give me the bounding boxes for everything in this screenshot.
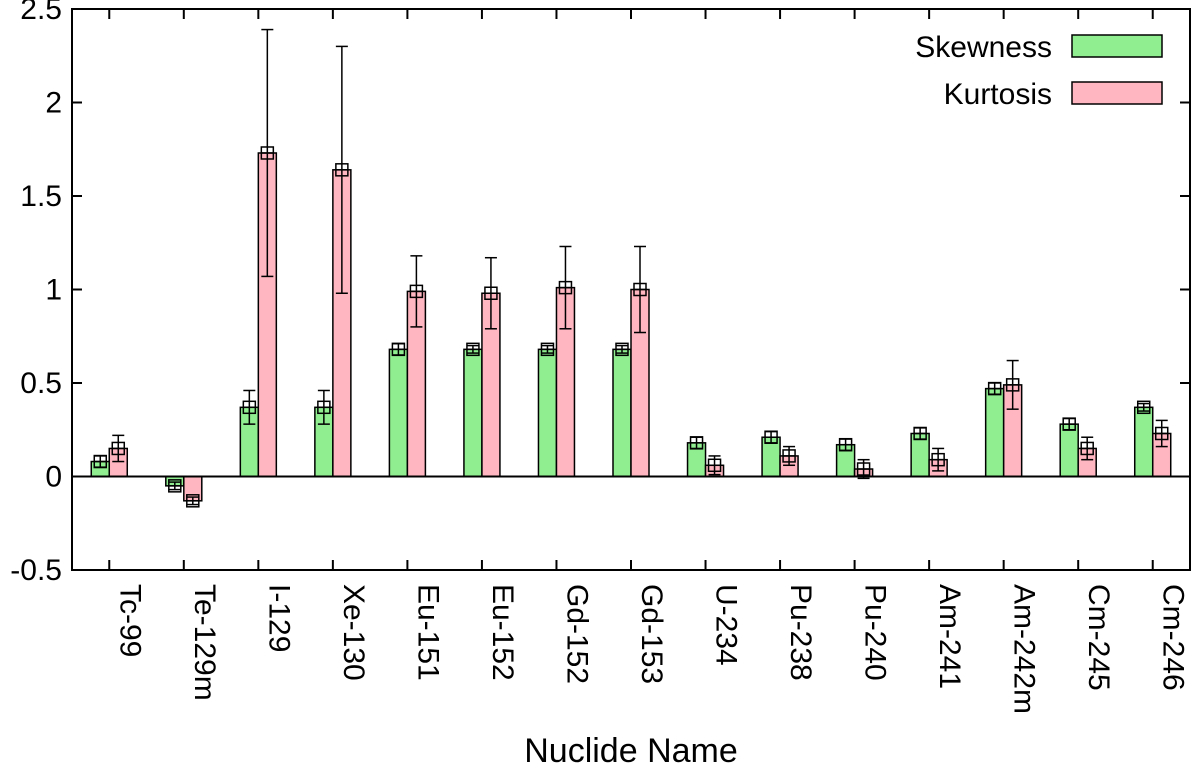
y-tick-label: 0	[45, 461, 62, 494]
legend-label-kurtosis: Kurtosis	[944, 78, 1052, 111]
legend-swatch-skewness	[1071, 34, 1163, 58]
legend: Skewness Kurtosis	[915, 31, 1163, 111]
bar-skewness	[1059, 423, 1079, 478]
x-tick-label: Pu-240	[859, 584, 892, 681]
x-tick-label: Cm-245	[1082, 584, 1115, 691]
x-tick-label: Eu-151	[411, 584, 444, 681]
bars-layer	[90, 28, 1172, 508]
x-tick-label: Gd-152	[560, 584, 593, 684]
legend-label-skewness: Skewness	[915, 31, 1052, 64]
x-tick-label: Am-242m	[1008, 584, 1041, 714]
x-tick-label: Tc-99	[113, 584, 146, 657]
x-tick-label: Gd-153	[635, 584, 668, 684]
y-tick-label: 0.5	[20, 367, 62, 400]
axes-layer: -0.5 0 0.5 1 1.5 2 2.5 Tc-99 Te-129m I-129 Xe-130 E…	[10, 0, 1190, 714]
bar-skewness	[537, 348, 558, 478]
y-tick-label: 1	[45, 274, 62, 307]
x-tick-label: Te-129m	[188, 584, 221, 701]
bar-skewness	[388, 348, 409, 478]
y-tick-label: -0.5	[10, 554, 62, 587]
x-axis-title: Nuclide Name	[524, 732, 738, 769]
x-tick-label: Eu-152	[486, 584, 519, 681]
x-tick-label: Cm-246	[1157, 584, 1190, 691]
bar-skewness	[612, 348, 632, 478]
x-tick-label: Am-241	[933, 584, 966, 689]
x-tick-label: Pu-238	[784, 584, 817, 681]
x-tick-label: Xe-130	[337, 584, 370, 681]
y-tick-label: 1.5	[20, 180, 62, 213]
legend-swatch-kurtosis	[1071, 81, 1163, 105]
x-tick-label: U-234	[710, 584, 743, 666]
y-tick-label: 2	[45, 87, 62, 120]
y-tick-label: 2.5	[20, 0, 62, 26]
x-tick-label: I-129	[262, 584, 295, 652]
bar-skewness	[984, 387, 1005, 478]
bar-skewness	[1133, 406, 1154, 478]
bar-skewness	[463, 348, 483, 478]
